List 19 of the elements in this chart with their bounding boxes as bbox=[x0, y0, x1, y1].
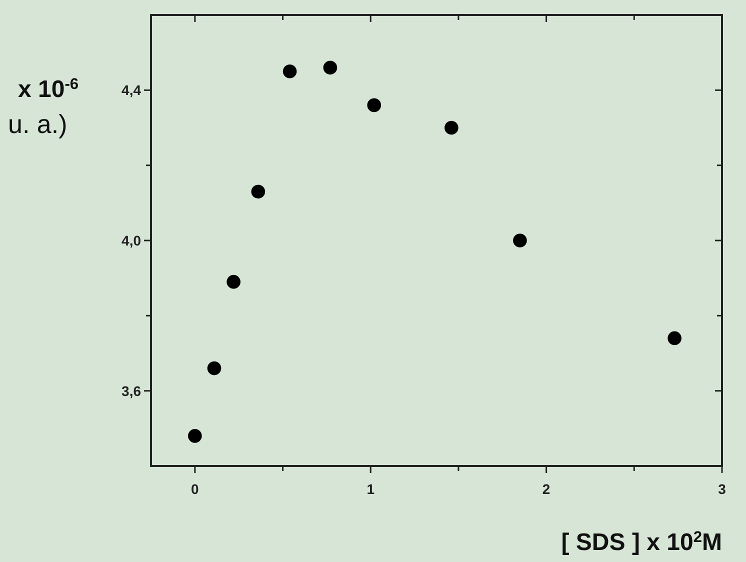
point bbox=[188, 429, 202, 443]
y-tick-label: 4,0 bbox=[122, 232, 142, 248]
point bbox=[323, 60, 338, 75]
point bbox=[668, 331, 682, 346]
point bbox=[207, 361, 222, 376]
point bbox=[251, 184, 266, 199]
point bbox=[282, 64, 297, 78]
y-tick-label: 4,4 bbox=[122, 82, 142, 98]
x-tick-label: 0 bbox=[191, 481, 200, 497]
point bbox=[513, 234, 527, 248]
y-tick-label: 3,6 bbox=[122, 382, 142, 399]
y-axis-title: x 10$^{-6}$ u. a.) bbox=[8, 76, 79, 139]
point bbox=[367, 98, 382, 112]
x-axis-title: [ SDS ] x 10$^{2}$M bbox=[561, 528, 722, 556]
point bbox=[226, 274, 240, 289]
point bbox=[444, 120, 458, 135]
x-tick-label: 3 bbox=[718, 481, 726, 497]
x-tick-label: 2 bbox=[542, 481, 550, 497]
x-tick-label: 1 bbox=[366, 481, 375, 497]
